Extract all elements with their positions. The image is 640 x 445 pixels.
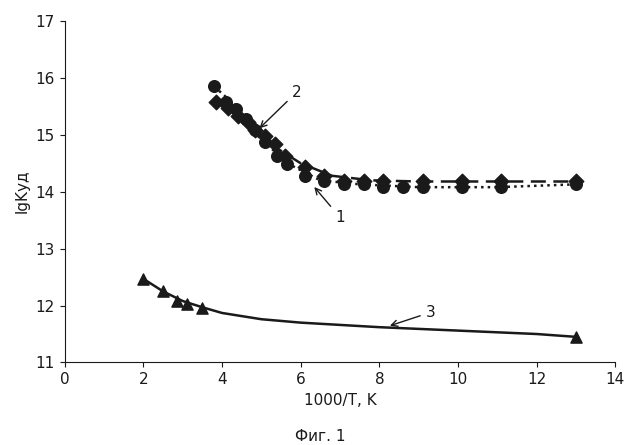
Point <box>378 184 388 191</box>
Point <box>250 127 260 134</box>
Y-axis label: lgKуд: lgKуд <box>15 170 30 214</box>
Point <box>300 164 310 171</box>
Point <box>378 178 388 185</box>
Point <box>182 301 192 308</box>
Text: Фиг. 1: Фиг. 1 <box>295 429 345 444</box>
Point <box>211 98 221 105</box>
Point <box>158 288 168 295</box>
Point <box>282 161 292 168</box>
Text: 3: 3 <box>391 305 435 326</box>
Text: 2: 2 <box>260 85 301 127</box>
Point <box>339 178 349 185</box>
Point <box>496 178 506 185</box>
Point <box>241 115 251 122</box>
Point <box>300 172 310 179</box>
Point <box>358 178 369 185</box>
Point <box>319 178 330 185</box>
Point <box>398 184 408 191</box>
Point <box>270 141 280 148</box>
Point <box>571 178 581 185</box>
Point <box>358 181 369 188</box>
Point <box>223 104 233 111</box>
Point <box>250 127 260 134</box>
Point <box>260 138 270 145</box>
Point <box>138 275 148 283</box>
Point <box>280 152 290 159</box>
Point <box>457 184 467 191</box>
Point <box>319 172 330 179</box>
Point <box>339 181 349 188</box>
Point <box>260 133 270 140</box>
Point <box>571 181 581 188</box>
Text: 1: 1 <box>316 188 345 225</box>
Point <box>197 305 207 312</box>
Point <box>209 83 220 90</box>
X-axis label: 1000/T, K: 1000/T, K <box>303 393 376 408</box>
Point <box>496 184 506 191</box>
Point <box>571 333 581 340</box>
Point <box>243 118 253 125</box>
Point <box>221 98 231 105</box>
Point <box>232 113 243 120</box>
Point <box>230 105 241 113</box>
Point <box>457 178 467 185</box>
Point <box>417 184 428 191</box>
Point <box>172 297 182 304</box>
Point <box>417 178 428 185</box>
Point <box>272 152 282 159</box>
